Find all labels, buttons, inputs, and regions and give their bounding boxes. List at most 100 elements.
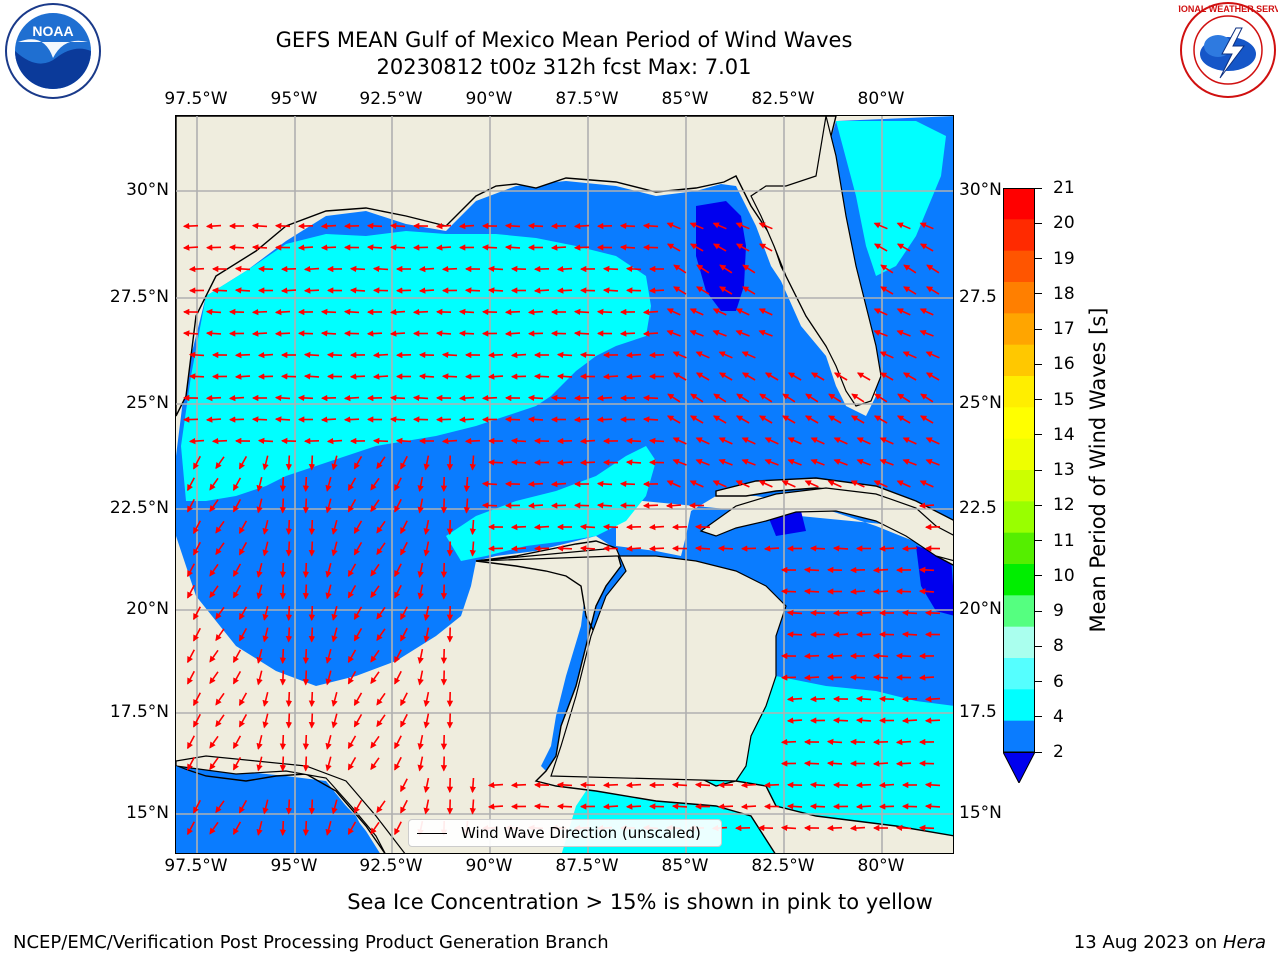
wind-arrow: [874, 393, 888, 403]
map-panel: [175, 115, 954, 854]
wind-arrow: [279, 584, 287, 600]
wind-arrow: [215, 456, 225, 470]
wind-arrow: [302, 498, 310, 514]
wind-arrow: [209, 735, 219, 749]
wind-arrow: [228, 394, 245, 402]
wind-arrow: [573, 330, 590, 337]
wind-arrow: [232, 649, 242, 664]
wind-arrow: [689, 222, 704, 230]
wind-arrow: [833, 372, 848, 381]
wind-arrow: [901, 717, 918, 724]
wind-arrow: [741, 351, 756, 359]
wind-arrow: [308, 713, 316, 729]
wind-arrow: [238, 520, 248, 535]
wind-arrow: [343, 308, 360, 316]
wind-arrow: [370, 499, 380, 513]
wind-arrow: [786, 695, 803, 703]
wind-arrow: [331, 691, 338, 707]
colorbar-tick-label: 19: [1053, 248, 1075, 269]
wind-arrow: [666, 480, 681, 488]
colorbar-tick-mark: [1035, 328, 1042, 330]
wind-arrow: [902, 351, 917, 359]
wind-arrow: [464, 287, 481, 294]
wind-arrow: [400, 455, 408, 470]
wind-arrow: [740, 781, 757, 789]
wind-arrow: [376, 606, 386, 620]
wind-arrow: [527, 480, 544, 488]
wind-arrow: [389, 394, 406, 402]
wind-arrow: [331, 627, 338, 643]
lon-tick-bottom: 90°W: [465, 856, 513, 876]
wind-arrow: [279, 734, 287, 751]
wind-arrow: [712, 480, 727, 488]
wind-arrow: [274, 416, 291, 423]
wind-arrow: [186, 821, 196, 836]
wind-arrow: [856, 458, 871, 466]
wind-arrow: [856, 372, 871, 381]
wind-arrow: [343, 416, 360, 423]
lat-tick-right: 17.5: [959, 702, 997, 722]
wind-arrow: [625, 803, 642, 810]
wind-arrow: [787, 372, 802, 381]
wind-arrow: [423, 605, 430, 621]
lat-tick-left: 15°N: [126, 803, 169, 823]
wind-arrow: [417, 498, 424, 514]
wind-arrow: [238, 542, 248, 556]
wind-arrow: [238, 628, 248, 642]
wind-arrow: [297, 394, 314, 402]
wind-arrow: [285, 799, 293, 815]
chart-title: GEFS MEAN Gulf of Mexico Mean Period of …: [275, 28, 853, 52]
wind-arrow: [695, 458, 710, 466]
wind-arrow: [764, 372, 779, 381]
lat-tick-right: 22.5: [959, 498, 997, 518]
wind-arrow: [764, 437, 779, 445]
wind-arrow: [400, 606, 408, 621]
wind-arrow: [855, 803, 872, 810]
wind-arrow: [209, 585, 219, 599]
wind-arrow: [504, 416, 521, 423]
colorbar-tick-label: 2: [1053, 742, 1064, 762]
wind-arrow: [832, 609, 849, 617]
wind-arrow: [856, 437, 871, 445]
wind-arrow: [712, 222, 727, 230]
wind-arrow: [262, 520, 269, 535]
wind-arrow: [895, 652, 912, 660]
wind-arrow: [417, 648, 424, 664]
colorbar-band: [1003, 501, 1035, 534]
wind-arrow: [376, 714, 386, 728]
colorbar-tick-mark: [1035, 399, 1042, 400]
wind-arrow: [625, 437, 642, 445]
wind-arrow: [412, 394, 429, 402]
wind-arrow: [619, 244, 636, 251]
wind-arrow: [696, 286, 710, 295]
lon-tick-top: 97.5°W: [164, 89, 228, 109]
wind-arrow: [423, 627, 430, 643]
wind-arrow: [279, 820, 287, 837]
cuba-land: [699, 487, 953, 562]
wind-arrow: [487, 287, 504, 294]
wind-arrow: [441, 437, 458, 445]
wind-arrow: [347, 671, 357, 685]
wind-arrow: [228, 244, 245, 251]
wind-arrow: [389, 308, 406, 316]
wind-arrow: [533, 803, 550, 810]
wind-arrow: [458, 416, 475, 423]
wind-arrow: [423, 713, 430, 729]
wind-arrow: [186, 584, 196, 599]
lon-tick-bottom: 95°W: [270, 856, 318, 876]
svg-text:NATIONAL WEATHER SERVICE: NATIONAL WEATHER SERVICE: [1178, 4, 1278, 14]
wind-arrow: [849, 824, 866, 832]
wind-arrow: [192, 520, 202, 535]
colorbar-band: [1003, 720, 1035, 753]
wind-arrow: [251, 308, 268, 316]
colorbar-tick-mark: [1035, 751, 1042, 753]
wind-arrow: [320, 416, 337, 423]
colorbar-tick-label: 18: [1053, 283, 1075, 304]
wind-arrow: [689, 415, 704, 424]
lat-tick-left: 17.5°N: [109, 702, 169, 722]
wind-arrow: [672, 351, 687, 359]
wind-arrow: [901, 545, 918, 552]
wind-arrow: [262, 627, 269, 643]
wind-arrow: [504, 222, 521, 230]
wind-arrow: [556, 373, 573, 380]
